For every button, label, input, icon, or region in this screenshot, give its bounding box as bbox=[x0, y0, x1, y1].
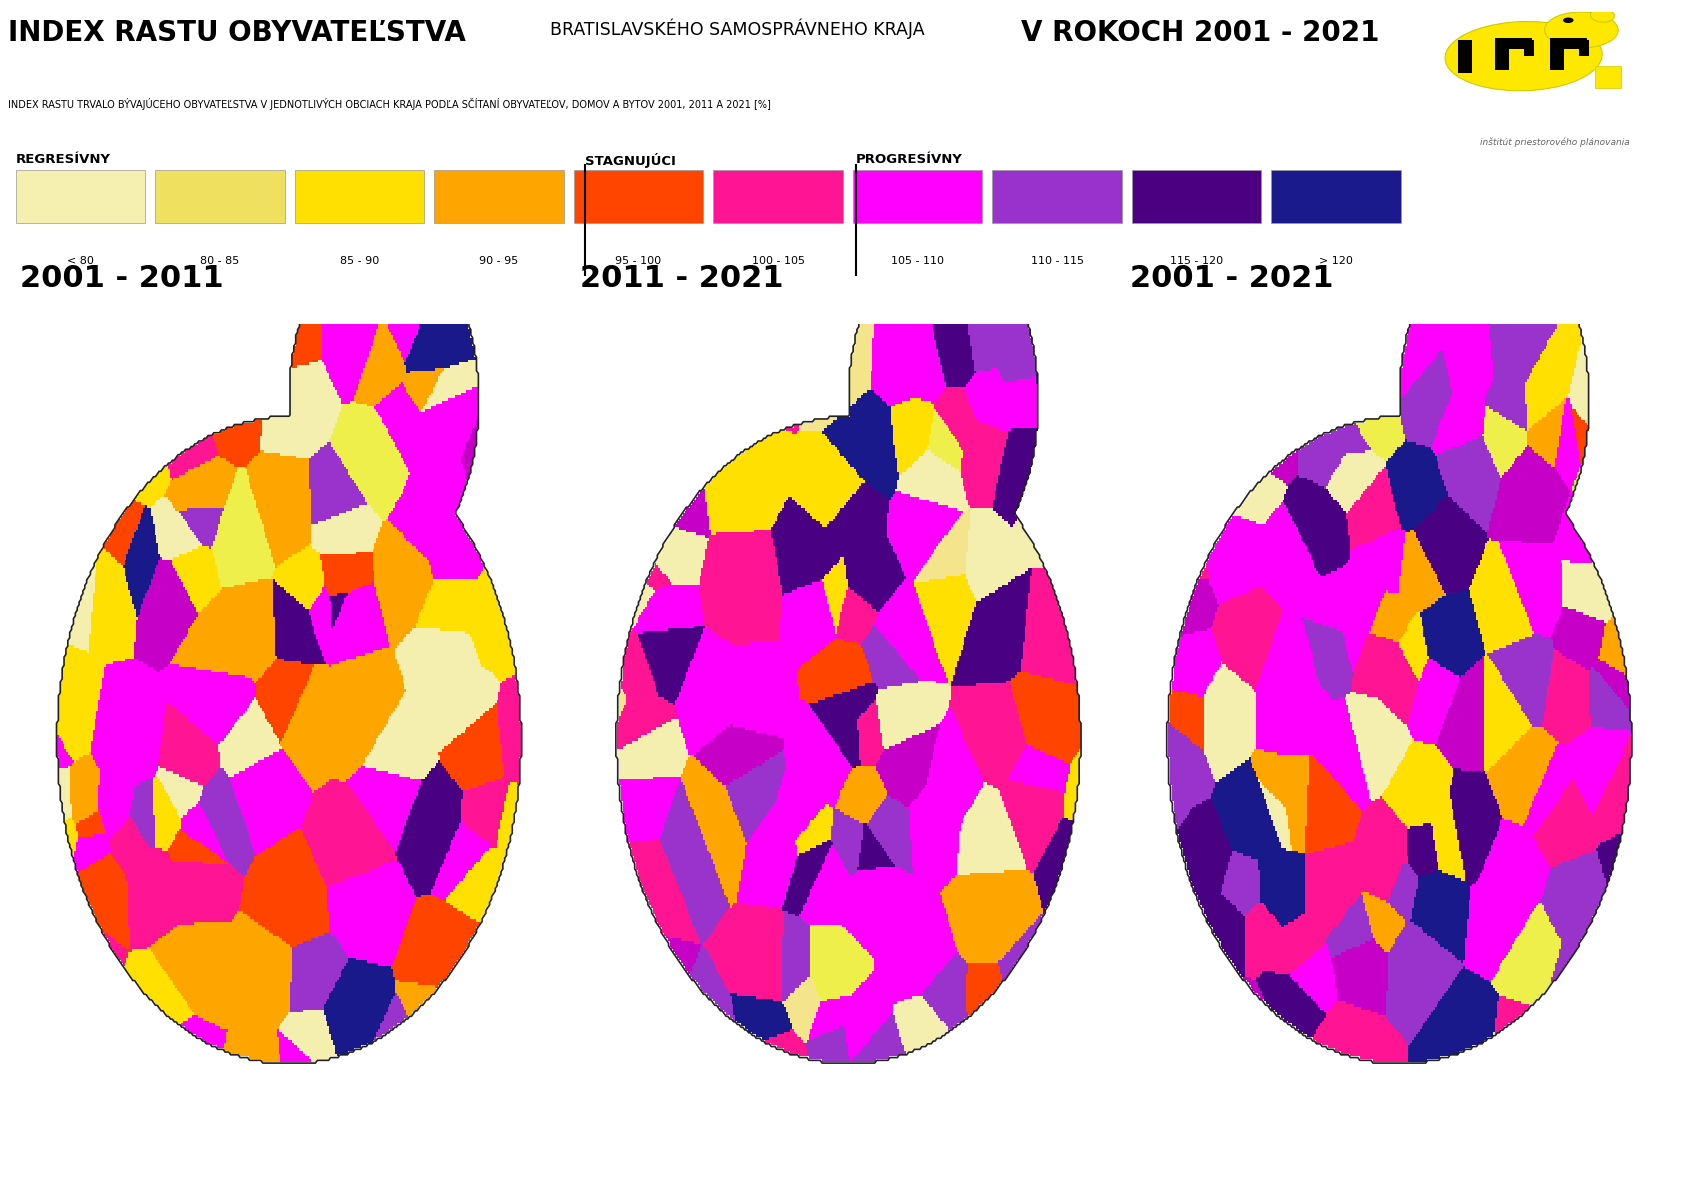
Bar bbox=[1495, 40, 1509, 70]
Bar bbox=[1549, 40, 1564, 70]
Ellipse shape bbox=[1544, 12, 1619, 48]
Bar bbox=[434, 170, 564, 223]
Bar bbox=[295, 170, 424, 223]
Ellipse shape bbox=[1446, 22, 1602, 91]
Bar bbox=[1578, 40, 1590, 56]
Text: 90 - 95: 90 - 95 bbox=[480, 256, 519, 266]
Bar bbox=[156, 170, 285, 223]
Text: inštitút priestorového plánovania: inštitút priestorového plánovania bbox=[1480, 138, 1631, 148]
Text: 85 - 90: 85 - 90 bbox=[339, 256, 380, 266]
Bar bbox=[1524, 40, 1534, 56]
Bar bbox=[15, 170, 146, 223]
Bar bbox=[1549, 38, 1587, 49]
Text: 115 - 120: 115 - 120 bbox=[1170, 256, 1224, 266]
Text: INDEX RASTU TRVALO BÝVAJÚCEHO OBYVATEĽSTVA V JEDNOTLIVÝCH OBCIACH KRAJA PODĽA SČ: INDEX RASTU TRVALO BÝVAJÚCEHO OBYVATEĽST… bbox=[8, 97, 771, 109]
Ellipse shape bbox=[1563, 18, 1573, 23]
Bar bbox=[1595, 66, 1620, 88]
Bar bbox=[1132, 170, 1261, 223]
Text: 80 - 85: 80 - 85 bbox=[200, 256, 239, 266]
Text: INDEX RASTU OBYVATEĽSTVA: INDEX RASTU OBYVATEĽSTVA bbox=[8, 19, 466, 47]
Text: 95 - 100: 95 - 100 bbox=[615, 256, 661, 266]
Text: 2001 - 2011: 2001 - 2011 bbox=[20, 264, 224, 293]
Text: V ROKOCH 2001 - 2021: V ROKOCH 2001 - 2021 bbox=[1022, 19, 1380, 47]
Bar bbox=[853, 170, 983, 223]
Text: 2001 - 2021: 2001 - 2021 bbox=[1131, 264, 1334, 293]
Text: STAGNUJÚCI: STAGNUJÚCI bbox=[585, 152, 676, 168]
Bar bbox=[573, 170, 703, 223]
Bar bbox=[992, 170, 1122, 223]
Bar bbox=[714, 170, 842, 223]
Text: BRATISLAVSKÉHO SAMOSPRÁVNEHO KRAJA: BRATISLAVSKÉHO SAMOSPRÁVNEHO KRAJA bbox=[551, 19, 925, 40]
Bar bbox=[1458, 40, 1473, 73]
Text: 105 - 110: 105 - 110 bbox=[892, 256, 944, 266]
Text: > 120: > 120 bbox=[1319, 256, 1353, 266]
Bar bbox=[1495, 38, 1532, 49]
Bar bbox=[1271, 170, 1402, 223]
Text: 110 - 115: 110 - 115 bbox=[1031, 256, 1083, 266]
Text: 100 - 105: 100 - 105 bbox=[751, 256, 805, 266]
Text: REGRESÍVNY: REGRESÍVNY bbox=[15, 152, 110, 166]
Text: 2011 - 2021: 2011 - 2021 bbox=[580, 264, 783, 293]
Text: PROGRESÍVNY: PROGRESÍVNY bbox=[856, 152, 963, 166]
Ellipse shape bbox=[1590, 8, 1614, 23]
Text: < 80: < 80 bbox=[66, 256, 93, 266]
